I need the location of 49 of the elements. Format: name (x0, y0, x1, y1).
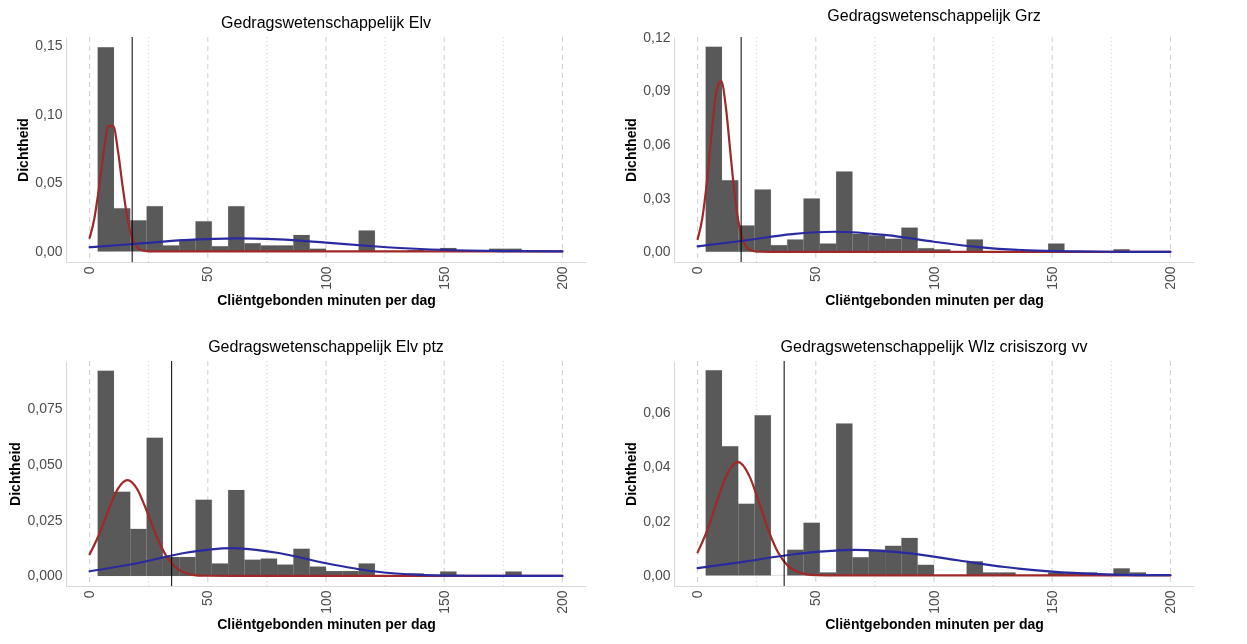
x-tick-label: 50 (199, 266, 216, 283)
x-axis-title: Cliëntgebonden minuten per dag (825, 615, 1044, 632)
x-tick-label: 100 (317, 590, 334, 614)
y-axis-title: Dichtheid (15, 118, 32, 182)
x-tick-label: 200 (1161, 590, 1178, 614)
y-tick-label: 0,075 (27, 400, 63, 417)
y-tick-label: 0,10 (35, 105, 63, 122)
x-tick-label: 150 (435, 590, 452, 614)
x-axis-title: Cliëntgebonden minuten per dag (217, 291, 436, 308)
x-tick-label: 200 (553, 590, 570, 614)
x-tick-label: 0 (81, 266, 98, 275)
x-tick-label: 150 (1043, 590, 1060, 614)
y-axis-title: Dichtheid (623, 442, 640, 506)
y-tick-label: 0,050 (27, 455, 63, 472)
y-tick-label: 0,05 (35, 174, 63, 191)
y-tick-label: 0,09 (643, 82, 671, 99)
x-tick-label: 100 (317, 266, 334, 290)
x-tick-label: 50 (807, 266, 824, 283)
x-tick-label: 0 (689, 590, 706, 599)
y-tick-label: 0,00 (35, 242, 63, 259)
y-tick-label: 0,06 (643, 404, 671, 421)
x-tick-label: 150 (1043, 266, 1060, 290)
chart-title: Gedragswetenschappelijk Grz (827, 7, 1041, 24)
y-tick-label: 0,03 (643, 189, 671, 206)
y-tick-label: 0,06 (643, 135, 671, 152)
y-tick-label: 0,02 (643, 512, 671, 529)
x-tick-label: 100 (925, 266, 942, 290)
y-tick-label: 0,025 (27, 511, 63, 528)
chart-title: Gedragswetenschappelijk Elv (221, 13, 431, 31)
x-tick-label: 200 (1161, 266, 1178, 290)
x-axis-title: Cliëntgebonden minuten per dag (825, 291, 1044, 308)
x-tick-label: 100 (925, 590, 942, 614)
x-tick-label: 50 (807, 590, 824, 607)
x-tick-label: 50 (199, 590, 216, 607)
x-tick-label: 0 (689, 266, 706, 275)
x-tick-label: 0 (81, 590, 98, 599)
chart-title: Gedragswetenschappelijk Wlz crisiszorg vv (780, 337, 1088, 355)
y-tick-label: 0,12 (643, 28, 671, 45)
y-tick-label: 0,00 (643, 243, 671, 260)
y-axis-title: Dichtheid (623, 118, 640, 182)
y-tick-label: 0,00 (643, 566, 671, 583)
y-axis-title: Dichtheid (7, 442, 24, 506)
x-axis-title: Cliëntgebonden minuten per dag (217, 615, 436, 632)
x-tick-label: 200 (553, 266, 570, 290)
y-tick-label: 0,15 (35, 37, 63, 54)
x-tick-label: 150 (435, 266, 452, 290)
chart-title: Gedragswetenschappelijk Elv ptz (208, 337, 444, 355)
y-tick-label: 0,000 (27, 567, 63, 584)
y-tick-label: 0,04 (643, 458, 671, 475)
